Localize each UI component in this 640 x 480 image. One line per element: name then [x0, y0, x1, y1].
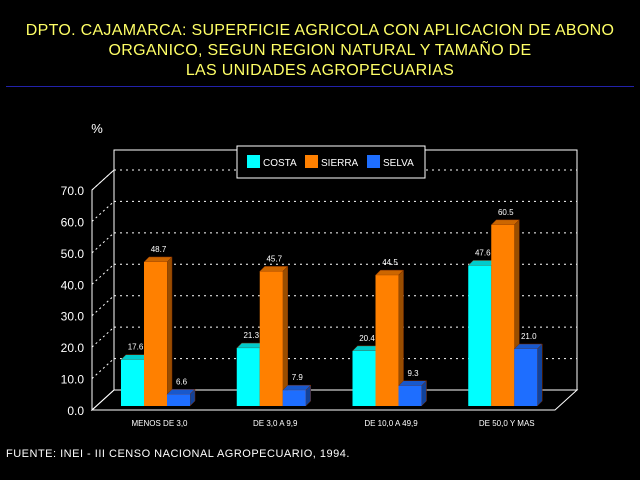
x-tick-label: DE 3,0 A 9,9 — [253, 419, 298, 428]
gridline-left — [91, 295, 115, 317]
bar-top — [490, 219, 520, 226]
bar-top — [259, 266, 289, 272]
legend-label: COSTA — [263, 158, 297, 169]
gridline-left — [91, 201, 115, 222]
data-label: 47.6 — [475, 248, 491, 257]
bar-top — [143, 256, 173, 263]
bar-top — [513, 343, 543, 350]
bar — [491, 224, 515, 406]
legend-swatch — [305, 155, 318, 168]
data-label: 7.9 — [292, 373, 304, 382]
bar-top — [374, 269, 405, 276]
y-tick-label: 30.0 — [61, 310, 85, 324]
bar — [398, 385, 422, 406]
y-tick-label: 60.0 — [61, 215, 85, 229]
y-tick-label: 20.0 — [61, 341, 85, 355]
title-divider — [6, 86, 634, 87]
x-tick-label: MENOS DE 3,0 — [131, 419, 188, 428]
bar-top — [166, 389, 196, 395]
bar — [514, 349, 538, 406]
gridline-left — [91, 232, 115, 254]
bar — [236, 348, 260, 406]
y-tick-label: 50.0 — [61, 247, 85, 261]
gridline-left — [91, 263, 115, 285]
legend-label: SIERRA — [321, 158, 359, 169]
y-tick-label: 70.0 — [61, 184, 85, 198]
bar — [282, 390, 306, 406]
left-wall — [91, 168, 115, 412]
legend-box — [236, 145, 426, 179]
x-tick-label: DE 10,0 A 49,9 — [364, 419, 418, 428]
bar — [468, 265, 492, 406]
y-tick-label: 40.0 — [61, 278, 85, 292]
bar-side — [166, 256, 173, 407]
y-tick-label: 10.0 — [61, 373, 85, 387]
legend-swatch — [247, 155, 260, 168]
bar — [121, 359, 144, 406]
data-label: 21.3 — [243, 331, 259, 340]
data-label: 45.7 — [266, 254, 282, 263]
bar — [144, 261, 167, 406]
gridline-left — [91, 358, 115, 379]
chart-title-line-2: ORGANICO, SEGUN REGION NATURAL Y TAMAÑO … — [108, 42, 532, 59]
chart-title-line-1: DPTO. CAJAMARCA: SUPERFICIE AGRICOLA CON… — [25, 22, 615, 39]
x-tick-label: DE 50,0 Y MAS — [479, 419, 535, 428]
data-label: 20.4 — [359, 334, 375, 343]
bar — [352, 350, 376, 406]
legend-swatch — [367, 155, 380, 168]
data-label: 17.6 — [128, 343, 144, 352]
bar — [375, 275, 399, 406]
bar-top — [397, 380, 428, 387]
legend-label: SELVA — [383, 158, 414, 169]
data-label: 60.5 — [498, 208, 514, 217]
bar — [167, 394, 190, 406]
bar-side — [282, 265, 288, 407]
bar-side — [537, 343, 543, 407]
floor — [90, 389, 579, 411]
data-label: 9.3 — [407, 369, 419, 378]
y-tick-label: 0.0 — [67, 404, 84, 418]
data-label: 6.6 — [176, 377, 188, 386]
data-label: 21.0 — [521, 332, 537, 341]
y-axis-label: % — [91, 121, 103, 136]
data-label: 48.7 — [151, 245, 167, 254]
gridline-left — [91, 326, 115, 348]
chart-title-line-3: LAS UNIDADES AGROPECUARIAS — [185, 62, 455, 79]
bar-top — [282, 384, 312, 391]
source-note: FUENTE: INEI - III CENSO NACIONAL AGROPE… — [6, 448, 350, 460]
bar — [259, 271, 283, 406]
data-label: 44.5 — [382, 258, 398, 267]
